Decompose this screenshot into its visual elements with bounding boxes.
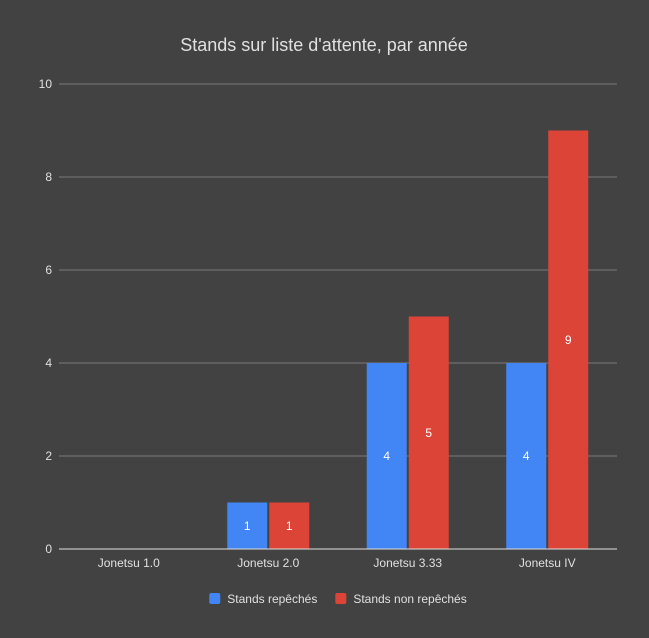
data-label: 5 bbox=[425, 426, 432, 440]
legend-item[interactable]: Stands non repêchés bbox=[335, 592, 467, 606]
legend[interactable]: Stands repêchés Stands non repêchés bbox=[209, 592, 467, 606]
chart-title: Stands sur liste d'attente, par année bbox=[180, 35, 468, 55]
legend-swatch bbox=[209, 593, 221, 604]
y-tick-label: 2 bbox=[45, 449, 52, 463]
bar[interactable] bbox=[408, 316, 449, 550]
bar[interactable] bbox=[506, 363, 547, 549]
legend-item[interactable]: Stands repêchés bbox=[209, 592, 317, 606]
y-tick-label: 10 bbox=[39, 77, 53, 91]
y-tick-label: 0 bbox=[45, 542, 52, 556]
bar[interactable] bbox=[227, 502, 268, 550]
y-tick-label: 8 bbox=[45, 170, 52, 184]
x-tick-label: Jonetsu 1.0 bbox=[98, 556, 160, 570]
bars bbox=[227, 130, 589, 550]
x-tick-label: Jonetsu 3.33 bbox=[373, 556, 442, 570]
bar[interactable] bbox=[548, 130, 589, 550]
data-label: 1 bbox=[244, 519, 251, 533]
y-tick-label: 6 bbox=[45, 263, 52, 277]
legend-swatch bbox=[335, 593, 347, 604]
data-labels: 1 1 4 5 4 9 bbox=[244, 333, 572, 533]
x-axis-tick-labels: Jonetsu 1.0 Jonetsu 2.0 Jonetsu 3.33 Jonets… bbox=[98, 556, 576, 570]
data-label: 4 bbox=[523, 449, 530, 463]
legend-label: Stands repêchés bbox=[227, 592, 317, 606]
data-label: 9 bbox=[565, 333, 572, 347]
y-tick-label: 4 bbox=[45, 356, 52, 370]
x-tick-label: Jonetsu IV bbox=[519, 556, 576, 570]
y-axis-tick-labels: 0 2 4 6 8 10 bbox=[39, 77, 53, 556]
data-label: 4 bbox=[383, 449, 390, 463]
bar[interactable] bbox=[366, 363, 407, 549]
x-tick-label: Jonetsu 2.0 bbox=[237, 556, 299, 570]
bar[interactable] bbox=[269, 502, 310, 550]
data-label: 1 bbox=[286, 519, 293, 533]
legend-label: Stands non repêchés bbox=[353, 592, 466, 606]
